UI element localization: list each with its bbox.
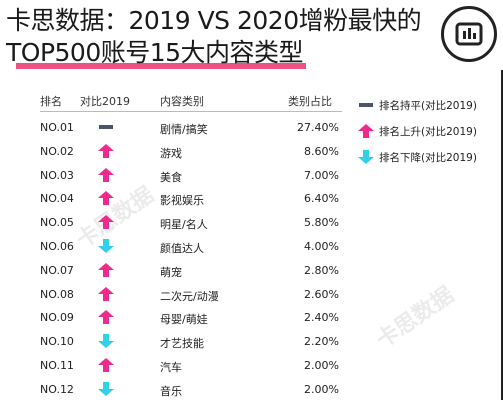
arrow-down-icon [98,334,114,349]
title-highlight [16,63,306,69]
category-cell: 明星/名人 [160,218,208,232]
rank-cell: NO.12 [40,382,74,396]
category-cell: 游戏 [160,146,182,160]
table-row: NO.10 才艺技能 2.20% [0,331,345,352]
category-cell: 汽车 [160,361,182,374]
arrow-down-icon [98,381,114,396]
rank-cell: NO.04 [40,192,74,206]
frame-border [501,70,503,400]
arrow-up-icon [98,262,114,277]
legend-label-flat: 排名持平(对比2019) [379,100,477,112]
category-cell: 颜值达人 [160,242,204,255]
chart-title-line2: TOP500账号15大内容类型 [6,38,304,67]
rank-cell: NO.01 [40,121,74,134]
flat-icon [99,125,113,129]
flat-icon [359,103,373,107]
legend-item-up: 排名上升(对比2019) [355,122,500,140]
arrow-up-icon [358,124,374,138]
share-cell: 2.60% [304,287,339,301]
share-cell: 5.80% [304,216,339,230]
table-row: NO.11 汽车 2.00% [0,355,345,376]
arrow-up-icon [98,286,114,301]
category-cell: 美食 [160,170,182,184]
share-cell: 8.60% [304,144,339,158]
category-cell: 萌宠 [160,265,182,279]
category-cell: 母婴/萌娃 [160,313,208,327]
rank-cell: NO.07 [40,263,74,277]
table-row: NO.05 明星/名人 5.80% [0,212,345,233]
share-cell: 6.40% [304,192,339,206]
arrow-up-icon [98,191,114,206]
arrow-down-icon [358,150,374,164]
table-row: NO.08 二次元/动漫 2.60% [0,284,345,305]
chart-title-line1: 卡思数据：2019 VS 2020增粉最快的 [6,6,422,35]
category-cell: 音乐 [160,384,182,398]
table-row: NO.02 游戏 8.60% [0,141,345,162]
share-cell: 2.80% [304,263,339,277]
legend-item-flat: 排名持平(对比2019) [355,96,500,114]
header-share: 类别占比 [288,95,332,108]
table-row: NO.04 影视娱乐 6.40% [0,188,345,209]
rank-cell: NO.03 [40,168,74,182]
category-cell: 二次元/动漫 [160,289,219,303]
share-cell: 27.40% [297,121,339,134]
rank-cell: NO.06 [40,240,74,253]
share-cell: 4.00% [304,240,339,253]
arrow-up-icon [98,358,114,372]
rank-cell: NO.02 [40,144,74,158]
category-cell: 才艺技能 [160,337,204,351]
arrow-up-icon [98,167,114,182]
table-row: NO.07 萌宠 2.80% [0,260,345,281]
watermark: 卡思数据 [372,282,459,354]
table-row: NO.01 剧情/搞笑 27.40% [0,117,345,138]
category-cell: 剧情/搞笑 [160,123,208,136]
rank-cell: NO.05 [40,216,74,230]
legend-label-down: 排名下降(对比2019) [379,152,477,164]
share-cell: 2.00% [304,382,339,396]
arrow-up-icon [98,215,114,230]
rank-cell: NO.10 [40,335,74,349]
share-cell: 2.40% [304,311,339,325]
rank-cell: NO.09 [40,311,74,325]
arrow-up-icon [98,310,114,325]
share-cell: 2.20% [304,335,339,349]
arrow-up-icon [98,143,114,158]
arrow-down-icon [98,239,114,253]
table-row: NO.12 音乐 2.00% [0,379,345,400]
table-row: NO.03 美食 7.00% [0,165,345,186]
table-row: NO.06 颜值达人 4.00% [0,236,345,257]
header-rank: 排名 [40,95,62,108]
header-compare: 对比2019 [80,95,130,108]
header-divider [40,111,342,112]
brand-logo-icon [441,6,497,62]
header-category: 内容类别 [160,95,204,108]
table-row: NO.09 母婴/萌娃 2.40% [0,307,345,328]
rank-cell: NO.11 [40,359,74,372]
rank-cell: NO.08 [40,287,74,301]
category-cell: 影视娱乐 [160,194,204,208]
share-cell: 7.00% [304,168,339,182]
legend-label-up: 排名上升(对比2019) [379,126,477,138]
legend-item-down: 排名下降(对比2019) [355,148,500,166]
share-cell: 2.00% [304,359,339,372]
